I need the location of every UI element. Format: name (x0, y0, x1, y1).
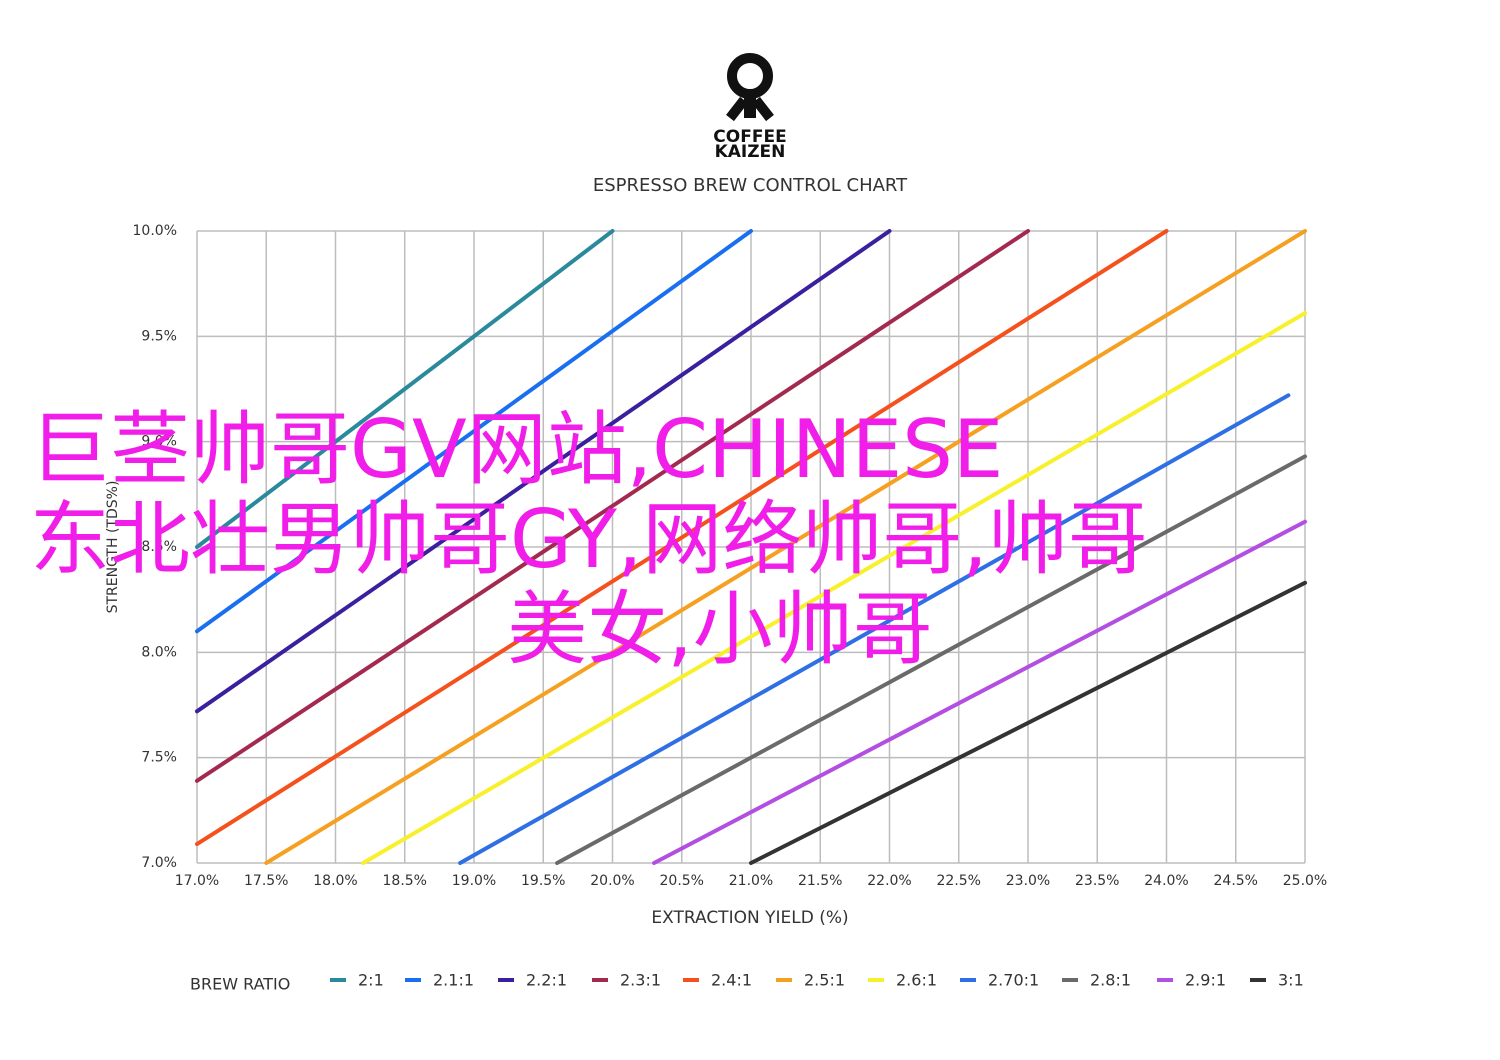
brand-line: KAIZEN (715, 142, 786, 162)
x-tick-label: 18.5% (383, 873, 427, 889)
series-line (652, 519, 1307, 865)
y-tick-label: 8.0% (141, 644, 177, 660)
x-tick-label: 21.5% (798, 873, 842, 889)
y-axis-label: STRENGTH (TDS%) (105, 481, 121, 614)
x-tick-label: 21.0% (729, 873, 773, 889)
legend-label: 2.8:1 (1090, 971, 1131, 990)
logo-ring (727, 53, 773, 99)
y-tick-label: 10.0% (133, 223, 177, 239)
x-tick-label: 19.5% (521, 873, 565, 889)
series-line (458, 393, 1291, 865)
y-tick-label: 8.5% (141, 539, 177, 555)
series-line (264, 229, 1307, 865)
legend-label: 2.9:1 (1185, 971, 1226, 990)
series-line (195, 229, 753, 634)
legend-label: 2:1 (358, 971, 384, 990)
x-tick-label: 23.0% (1006, 873, 1050, 889)
series-line (195, 229, 892, 714)
legend-label: 2.4:1 (711, 971, 752, 990)
overlay-text: 东北壮男帅哥GY,网络帅哥,帅哥 (30, 493, 1148, 586)
y-tick-label: 9.5% (141, 328, 177, 344)
legend-title: BREW RATIO (190, 975, 290, 994)
x-tick-label: 18.0% (313, 873, 357, 889)
x-tick-label: 22.0% (867, 873, 911, 889)
legend-label: 2.2:1 (526, 971, 567, 990)
x-tick-label: 20.0% (590, 873, 634, 889)
logo-legs (726, 96, 774, 122)
x-tick-label: 22.5% (937, 873, 981, 889)
series-line (195, 229, 615, 549)
series-line (361, 311, 1307, 865)
logo-stem (744, 92, 756, 118)
brand-line: COFFEE (713, 127, 786, 147)
x-tick-label: 19.0% (452, 873, 496, 889)
x-tick-label: 24.0% (1144, 873, 1188, 889)
x-tick-label: 20.5% (660, 873, 704, 889)
x-tick-label: 17.5% (244, 873, 288, 889)
legend-label: 2.3:1 (620, 971, 661, 990)
legend-label: 2.70:1 (988, 971, 1039, 990)
y-tick-label: 7.5% (141, 750, 177, 766)
series-line (555, 454, 1307, 865)
series-line (195, 229, 1030, 783)
x-tick-label: 17.0% (175, 873, 219, 889)
x-axis-label: EXTRACTION YIELD (%) (651, 908, 848, 928)
y-tick-label: 7.0% (141, 855, 177, 871)
legend-label: 2.1:1 (433, 971, 474, 990)
legend-label: 2.5:1 (804, 971, 845, 990)
x-tick-label: 24.5% (1214, 873, 1258, 889)
x-tick-label: 25.0% (1283, 873, 1327, 889)
overlay: 巨茎帅哥GV网站,CHINESE 东北壮男帅哥GY,网络帅哥,帅哥 美女,小帅哥 (30, 403, 1148, 676)
x-tick-label: 23.5% (1075, 873, 1119, 889)
legend-label: 2.6:1 (896, 971, 937, 990)
chart-title: ESPRESSO BREW CONTROL CHART (593, 175, 908, 196)
overlay-text: 巨茎帅哥GV网站,CHINESE (30, 403, 1003, 496)
overlay-text: 美女,小帅哥 (507, 583, 932, 676)
y-tick-label: 9.0% (141, 434, 177, 450)
legend-label: 3:1 (1278, 971, 1304, 990)
series-line (195, 229, 1169, 847)
plot: 17.0% 17.5% 18.0% 18.5% 19.0% 19.5% 20.0% 20.5%… (133, 223, 1328, 889)
logo (726, 53, 774, 122)
series-line (749, 580, 1307, 865)
